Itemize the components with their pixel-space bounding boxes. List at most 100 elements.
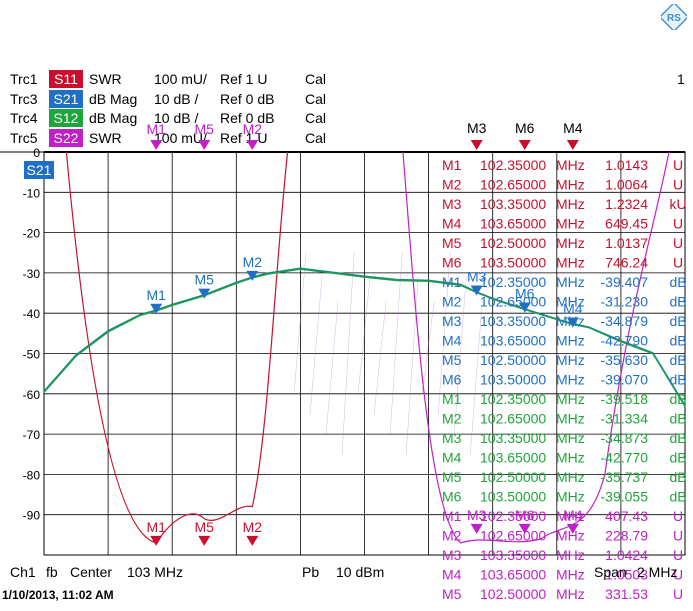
active-trace-tag[interactable]: S21: [24, 161, 54, 179]
marker-table-freq: 103.35000: [480, 430, 546, 446]
marker-table-freq: 103.35000: [480, 196, 546, 212]
marker-table-value: 331.53: [605, 586, 648, 602]
marker-table-value: -34.873: [601, 430, 649, 446]
trace-param-badge[interactable]: S22: [49, 128, 83, 147]
marker-table-id: M6: [442, 372, 462, 388]
rs-logo-icon: RS: [661, 4, 687, 30]
trace-param-badge[interactable]: S21: [49, 89, 83, 108]
marker-table-value: -39.407: [601, 274, 649, 290]
marker-s22-bottom-label: M4: [563, 507, 583, 523]
trace-hatch: [453, 276, 467, 435]
y-tick-label: -60: [23, 388, 41, 402]
marker-s22-top-label: M5: [195, 121, 215, 137]
trace-line-s22: [402, 151, 670, 544]
marker-table-value: 228.79: [605, 528, 648, 544]
marker-table-value: 1.0064: [605, 177, 648, 193]
marker-table-freq: 102.35000: [480, 157, 546, 173]
marker-s22-top: [198, 140, 211, 150]
marker-table-freq: 102.65000: [480, 294, 546, 310]
marker-table-unit: MHz: [556, 274, 585, 290]
marker-s11-bottom: [198, 535, 211, 546]
marker-table-value: -31.230: [601, 294, 649, 310]
marker-table-unit: MHz: [556, 313, 585, 329]
y-tick-label: -70: [23, 428, 41, 442]
marker-table-unit: MHz: [556, 489, 585, 505]
svg-text:RS: RS: [667, 13, 681, 24]
marker-table-unit-value: dB: [669, 274, 686, 290]
marker-table-unit-value: U: [673, 177, 683, 193]
marker-s21: [518, 302, 531, 313]
trace-hatch: [341, 252, 355, 455]
trace-param-badge[interactable]: S12: [49, 109, 83, 127]
marker-table-id: M3: [442, 547, 462, 563]
trace-format: SWR: [89, 129, 122, 146]
marker-s11-bottom-label: M1: [146, 519, 166, 535]
marker-table-unit: MHz: [556, 586, 585, 602]
marker-s11-bottom-label: M5: [195, 519, 215, 535]
marker-table-freq: 103.35000: [480, 547, 546, 563]
y-tick-labels: 0 -10 -20 -30 -40 -50 -60 -70 -80 -90: [23, 146, 41, 523]
marker-table-freq: 102.50000: [480, 586, 546, 602]
marker-table-unit: MHz: [556, 430, 585, 446]
marker-table-unit: MHz: [556, 411, 585, 427]
marker-table-value: 1.0503: [605, 567, 648, 583]
timestamp: 1/10/2013, 11:02 AM: [2, 588, 114, 602]
marker-table-value: 1.2324: [605, 196, 648, 212]
marker-table-freq: 103.65000: [480, 216, 546, 232]
marker-table-value: -42.790: [601, 333, 649, 349]
trace-line-s11: [65, 151, 289, 544]
marker-table-freq: 102.65000: [480, 528, 546, 544]
trace-cal: Cal: [305, 129, 327, 146]
trace-param-badge[interactable]: S11: [49, 70, 83, 88]
trace-ref: Ref 0 dB: [220, 110, 275, 126]
marker-table-value: 1.0424: [605, 547, 648, 563]
marker-table-unit-value: U: [673, 216, 683, 232]
marker-table-freq: 102.50000: [480, 469, 546, 485]
marker-table-unit-value: U: [673, 547, 683, 563]
marker-s21: [150, 303, 163, 314]
chart-markers: M1 M5 M2 M3 M6 M4 M3 M6 M4 M1 M5 M2 M1 M5 M2 M3 M6 M4: [146, 120, 583, 546]
marker-table-unit-value: kU: [669, 196, 686, 212]
marker-table-unit-value: dB: [669, 411, 686, 427]
marker-table-value: -34.879: [601, 313, 649, 329]
trace-hatch: [437, 252, 451, 414]
marker-top: [470, 140, 483, 150]
marker-table-id: M1: [442, 391, 462, 407]
marker-table-unit-value: dB: [669, 333, 686, 349]
footer-fb: fb: [46, 564, 58, 580]
marker-table-freq: 103.50000: [480, 489, 546, 505]
marker-table-freq: 102.65000: [480, 177, 546, 193]
marker-s21-label: M3: [467, 269, 487, 285]
marker-table-unit-value: dB: [669, 469, 686, 485]
marker-table-unit-value: dB: [669, 372, 686, 388]
marker-table-id: M3: [442, 196, 462, 212]
marker-table-freq: 102.35000: [480, 508, 546, 524]
trace-hatch: [309, 276, 323, 414]
marker-table-id: M5: [442, 586, 462, 602]
marker-table-unit: MHz: [556, 333, 585, 349]
marker-table-freq: 102.35000: [480, 274, 546, 290]
marker-table-value: -31.334: [601, 411, 649, 427]
marker-table-value: 649.45: [605, 216, 648, 232]
marker-top-label: M3: [467, 120, 487, 136]
marker-table-unit: MHz: [556, 177, 585, 193]
trace-format: dB Mag: [89, 90, 138, 107]
marker-table-unit-value: U: [673, 255, 683, 271]
y-tick-label: 0: [33, 146, 40, 160]
trace-hatch: [405, 276, 419, 455]
marker-table-id: M2: [442, 528, 462, 544]
marker-table-unit: MHz: [556, 567, 585, 583]
marker-table-unit-value: dB: [669, 391, 686, 407]
marker-s21: [246, 270, 259, 281]
trace-id: Trc4: [10, 110, 38, 126]
marker-table-id: M3: [442, 430, 462, 446]
marker-s21: [470, 285, 483, 296]
trace-scale: 10 dB /: [154, 90, 199, 107]
marker-table-value: -39.070: [601, 372, 649, 388]
footer-span-label: Span: [594, 564, 627, 580]
y-tick-label: -80: [23, 468, 41, 482]
marker-s22-top-label: M1: [146, 121, 166, 137]
trace-format: SWR: [89, 71, 122, 87]
marker-table-unit: MHz: [556, 528, 585, 544]
marker-table-unit: MHz: [556, 255, 585, 271]
